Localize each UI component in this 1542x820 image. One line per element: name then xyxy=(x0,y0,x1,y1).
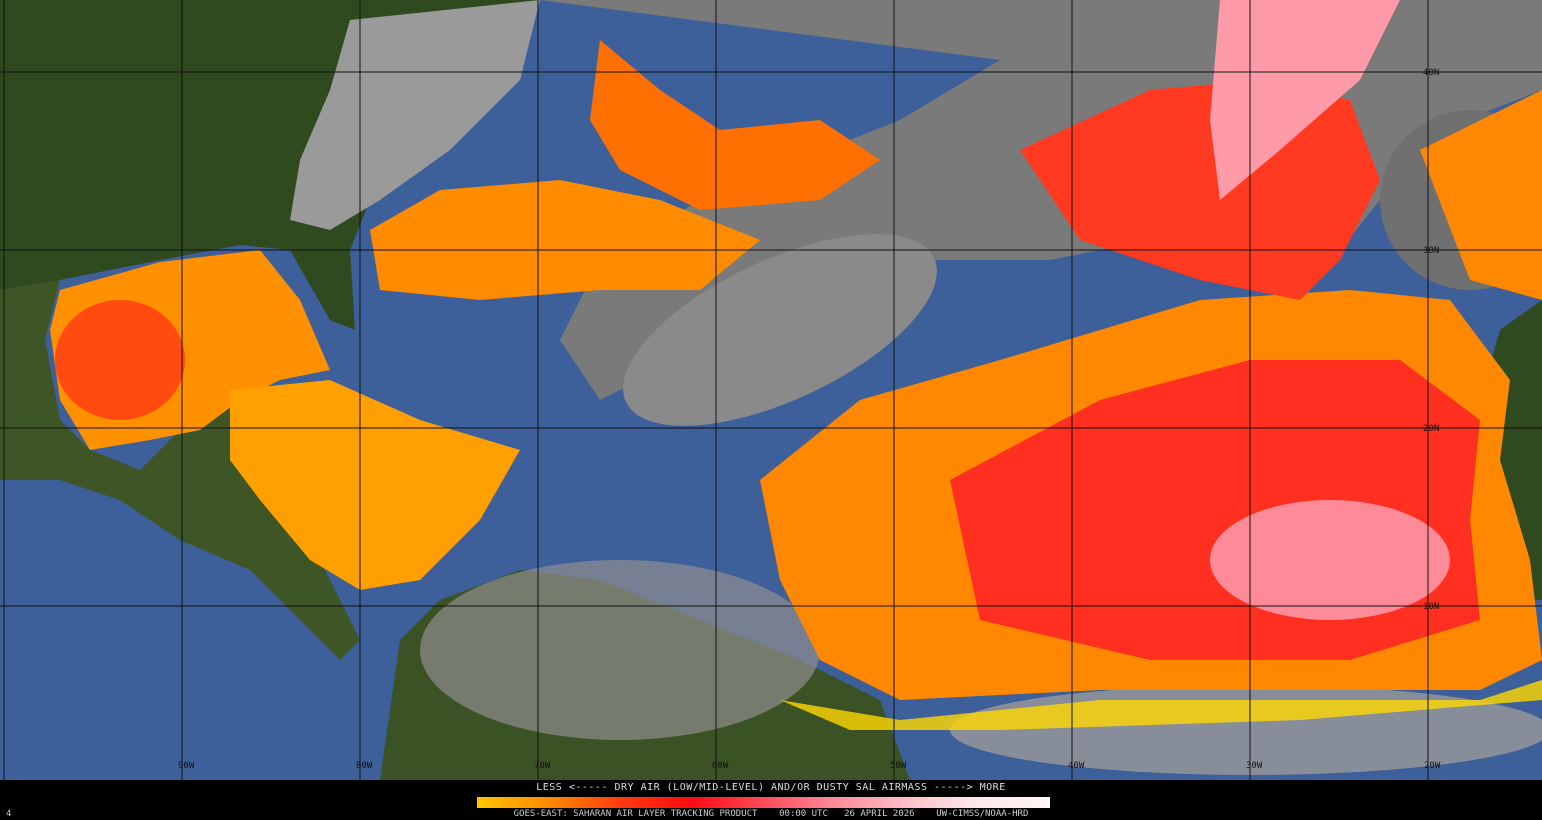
product-footer: GOES-EAST: SAHARAN AIR LAYER TRACKING PR… xyxy=(513,809,1029,819)
lat-lon-grid xyxy=(0,0,1542,780)
frame-number: 4 xyxy=(6,809,12,819)
longitude-label: 20W xyxy=(1424,761,1441,771)
longitude-labels: 90W 80W 70W 60W 50W 40W 30W 20W xyxy=(178,761,1441,771)
cloud-south-america xyxy=(420,560,820,740)
cloud-us-east xyxy=(290,0,540,230)
color-scale-bar xyxy=(477,797,1050,808)
sal-east-edge xyxy=(1420,90,1542,300)
latitude-label: 20N xyxy=(1423,424,1439,434)
sal-caribbean xyxy=(230,380,520,590)
land-mexico-central-america xyxy=(0,280,360,660)
latitude-label: 40N xyxy=(1423,68,1439,78)
longitude-label: 40W xyxy=(1068,761,1085,771)
longitude-label: 70W xyxy=(534,761,551,771)
sal-gulf-core xyxy=(55,300,185,420)
legend-title: LESS <----- DRY AIR (LOW/MID-LEVEL) AND/… xyxy=(536,782,1006,793)
latitude-label: 10N xyxy=(1423,602,1439,612)
longitude-label: 60W xyxy=(712,761,729,771)
longitude-label: 30W xyxy=(1246,761,1263,771)
satellite-map: 40N 30N 20N 10N 90W 80W 70W 60W 50W 40W 30W 20W xyxy=(0,0,1542,780)
longitude-label: 50W xyxy=(890,761,907,771)
latitude-label: 30N xyxy=(1423,246,1439,256)
sal-max-dust xyxy=(1210,500,1450,620)
sal-north-atlantic xyxy=(590,40,880,210)
longitude-label: 90W xyxy=(178,761,195,771)
cloud-band-atlantic xyxy=(623,234,937,426)
latitude-labels: 40N 30N 20N 10N xyxy=(1423,68,1439,612)
sal-yellow-fringe xyxy=(780,680,1542,730)
sal-northeast-streak xyxy=(1210,0,1400,200)
sal-western-atlantic xyxy=(370,180,760,300)
longitude-label: 80W xyxy=(356,761,373,771)
